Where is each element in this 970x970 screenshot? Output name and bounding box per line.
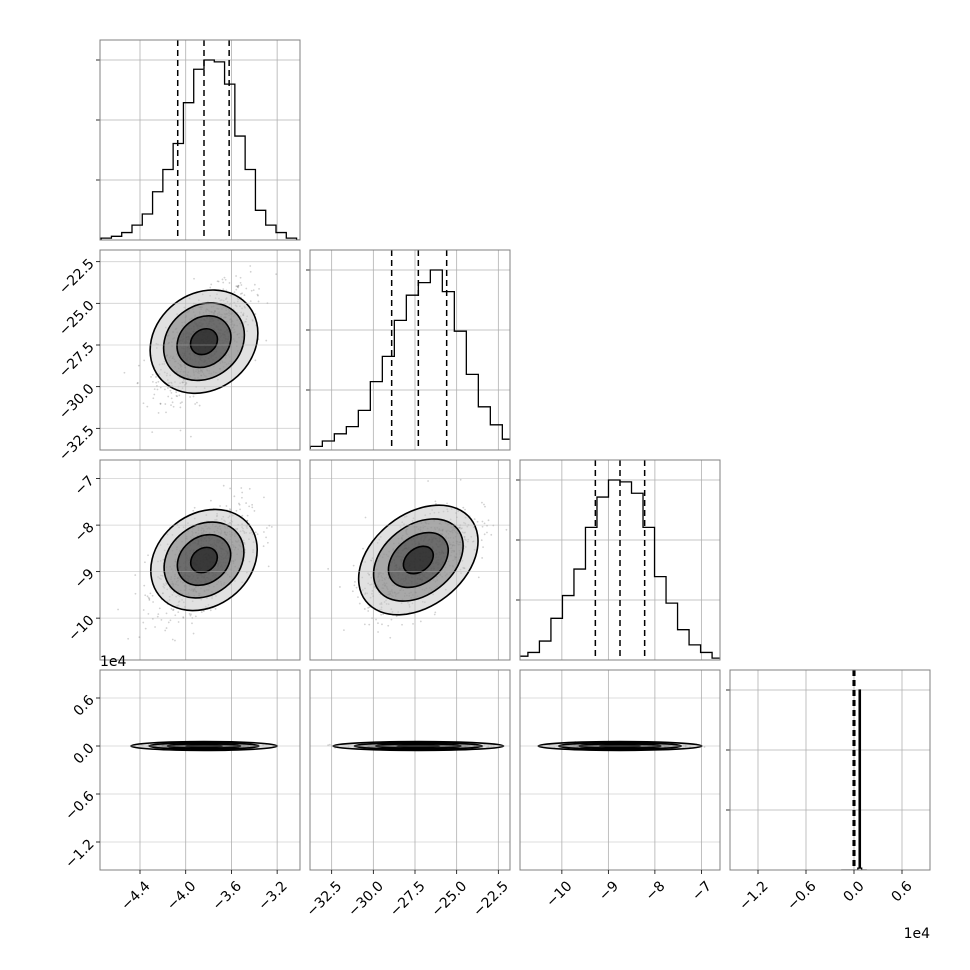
y-tick-label: −10: [65, 612, 97, 644]
y-tick-label: −7: [72, 473, 98, 499]
axes-frame: [99, 669, 301, 871]
x-tick-label: −3.6: [210, 878, 245, 913]
axes-frame: [519, 669, 721, 871]
panel-2-3: −10 −9 −8 −7: [519, 669, 721, 911]
y-tick-label: −30.0: [56, 381, 98, 423]
contour-level: [402, 545, 435, 575]
y-tick-label: −25.0: [56, 298, 98, 340]
y-tick-label: 0.6: [71, 692, 98, 719]
x-tick-label: −30.0: [345, 878, 387, 920]
contour-level: [189, 327, 219, 356]
panel-1-1: [306, 249, 511, 451]
x-tick-label: −4.0: [164, 878, 199, 913]
panel-0-1: −32.5−30.0−27.5−25.0−22.5: [56, 249, 301, 465]
panel-1-3: −32.5 −30.0 −27.5 −25.0 −22.5: [304, 669, 512, 920]
y-tick-label: −32.5: [56, 423, 98, 465]
panel-0-2: −10 −9 −8 −7: [65, 459, 301, 661]
x-tick-label: −8: [643, 878, 669, 904]
y-tick-label: −27.5: [56, 339, 98, 381]
x-tick-label: −27.5: [387, 878, 429, 920]
contour-level: [189, 546, 219, 574]
axes-frame: [99, 459, 301, 661]
panel-0-0: [96, 39, 301, 241]
y-tick-label: −1.2: [62, 836, 97, 871]
histogram-step: [310, 269, 510, 449]
x-tick-label: −3.2: [255, 878, 290, 913]
y-tick-label: −22.5: [56, 256, 98, 298]
y-offset-multiplier: 1e4: [100, 654, 127, 670]
y-tick-label: −8: [72, 519, 98, 545]
axes-frame: [519, 459, 721, 661]
panel-1-2: [309, 459, 511, 661]
x-tick-label: −7: [689, 878, 715, 904]
x-offset-multiplier: 1e4: [904, 926, 931, 942]
axes-frame: [309, 459, 511, 661]
x-tick-label: −25.0: [429, 878, 471, 920]
x-tick-label: −0.6: [784, 878, 819, 913]
panel-2-2: [516, 459, 721, 661]
axes-frame: [729, 669, 931, 871]
x-tick-label: −32.5: [304, 878, 346, 920]
axes-frame: [309, 669, 511, 871]
axes-frame: [309, 249, 511, 451]
axes-frame: [99, 39, 301, 241]
x-tick-label: −10: [543, 878, 575, 910]
x-tick-label: −22.5: [470, 878, 512, 920]
x-tick-label: −1.2: [736, 878, 771, 913]
panel-0-3: −4.4 −4.0 −3.6 −3.2 −1.2 −0.6 0.0 0.6: [62, 669, 301, 914]
y-tick-label: 0.0: [71, 740, 98, 767]
x-tick-label: −9: [596, 878, 622, 904]
histogram-step: [100, 59, 300, 240]
y-tick-label: −0.6: [62, 788, 97, 823]
panel-3-3: −1.2 −0.6 0.0 0.6: [726, 669, 931, 914]
y-tick-label: −9: [72, 566, 98, 592]
x-tick-label: 0.0: [841, 878, 868, 905]
x-tick-label: 0.6: [889, 878, 916, 905]
x-tick-label: −4.4: [118, 878, 153, 913]
axes-frame: [99, 249, 301, 451]
